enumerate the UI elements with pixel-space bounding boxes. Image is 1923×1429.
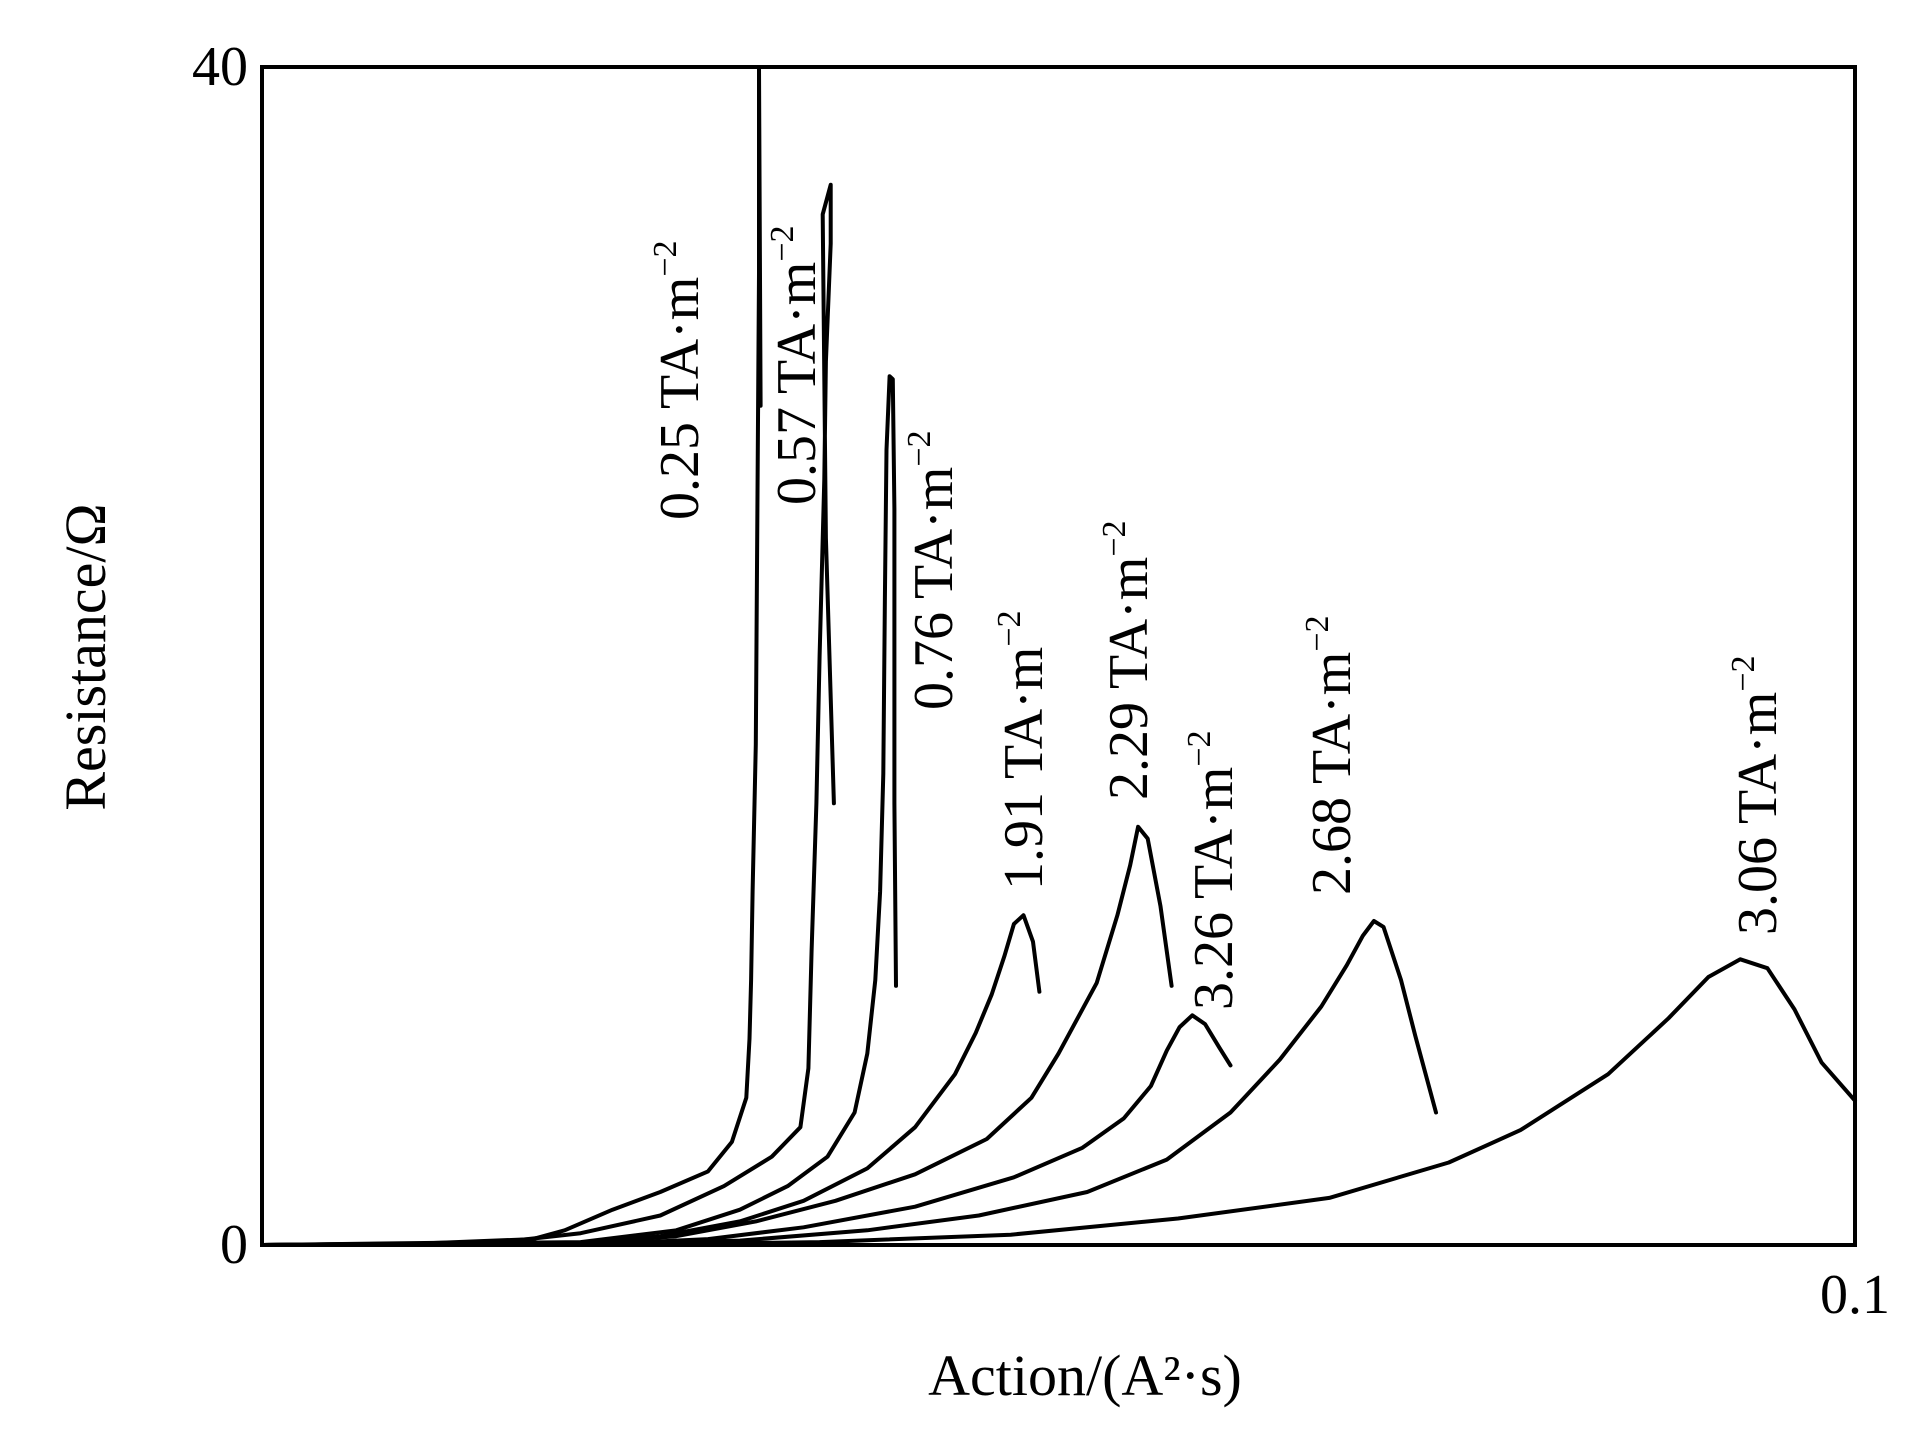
series-line-3 bbox=[260, 913, 1042, 1247]
x-axis-label: Action/(A²·s) bbox=[928, 1343, 1242, 1408]
series-line-7 bbox=[260, 957, 1857, 1247]
series-label-6: 2.68 TA·m−2 bbox=[1299, 615, 1363, 895]
series-label-0: 0.25 TA·m−2 bbox=[647, 240, 711, 520]
svg-text:0.25 TA·m−2: 0.25 TA·m−2 bbox=[647, 240, 711, 520]
series-label-3: 1.91 TA·m−2 bbox=[991, 610, 1055, 890]
svg-text:2.29 TA·m−2: 2.29 TA·m−2 bbox=[1096, 520, 1160, 800]
svg-text:2.68 TA·m−2: 2.68 TA·m−2 bbox=[1299, 615, 1363, 895]
tick-layer: 0 40 0.1 bbox=[192, 36, 1890, 1326]
plot-frame bbox=[260, 65, 1857, 1247]
series-line-1 bbox=[260, 182, 836, 1247]
series-line-2 bbox=[260, 374, 898, 1247]
series-line-6 bbox=[260, 919, 1438, 1247]
svg-text:0.76 TA·m−2: 0.76 TA·m−2 bbox=[901, 430, 965, 710]
x-tick-label-1: 0.1 bbox=[1820, 1264, 1890, 1326]
y-tick-label-0: 0 bbox=[220, 1214, 248, 1276]
series-label-4: 2.29 TA·m−2 bbox=[1096, 520, 1160, 800]
series-layer bbox=[260, 65, 1857, 1247]
series-label-7: 3.06 TA·m−2 bbox=[1725, 655, 1789, 935]
annotation-layer: 0.25 TA·m−2 0.57 TA·m−2 0.76 TA·m−2 1.91 TA… bbox=[647, 225, 1789, 1010]
series-line-4 bbox=[260, 824, 1174, 1247]
svg-text:0.57 TA·m−2: 0.57 TA·m−2 bbox=[764, 225, 828, 505]
svg-text:3.26 TA·m−2: 3.26 TA·m−2 bbox=[1181, 730, 1245, 1010]
svg-text:1.91 TA·m−2: 1.91 TA·m−2 bbox=[991, 610, 1055, 890]
series-label-1: 0.57 TA·m−2 bbox=[764, 225, 828, 505]
svg-text:3.06 TA·m−2: 3.06 TA·m−2 bbox=[1725, 655, 1789, 935]
series-line-5 bbox=[260, 1013, 1233, 1247]
y-tick-label-1: 40 bbox=[192, 36, 248, 98]
series-line-0 bbox=[260, 65, 763, 1247]
series-label-5: 3.26 TA·m−2 bbox=[1181, 730, 1245, 1010]
series-label-2: 0.76 TA·m−2 bbox=[901, 430, 965, 710]
y-axis-label: Resistance/Ω bbox=[53, 503, 118, 810]
